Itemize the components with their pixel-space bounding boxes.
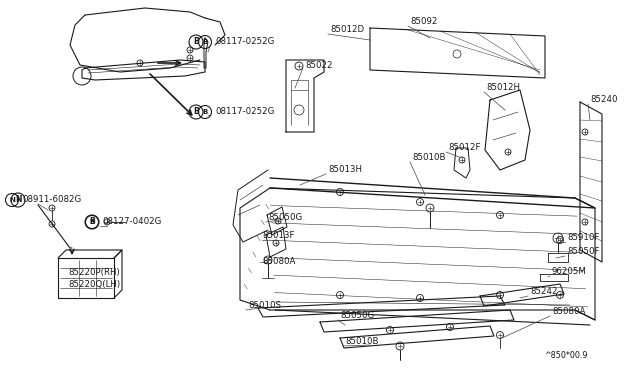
Text: B: B [193,38,199,46]
Text: 85013F: 85013F [262,231,294,241]
Text: 85240: 85240 [590,96,618,105]
Text: 85220Q(LH): 85220Q(LH) [68,279,120,289]
Text: 08911-6082G: 08911-6082G [22,196,81,205]
Text: 08117-0252G: 08117-0252G [215,38,275,46]
Text: N: N [15,196,21,205]
Text: 85220P(RH): 85220P(RH) [68,267,120,276]
Text: B: B [202,109,207,115]
Text: B: B [193,108,199,116]
Text: 85092: 85092 [410,17,437,26]
Text: 85010B: 85010B [412,154,445,163]
Text: 85013H: 85013H [328,166,362,174]
Text: 85050G: 85050G [340,311,374,321]
Text: N: N [9,197,15,203]
Text: 85010B: 85010B [345,337,378,346]
Text: 96205M: 96205M [552,267,587,276]
Text: 85910F: 85910F [567,234,600,243]
Text: 85080A: 85080A [552,308,586,317]
Text: B: B [89,218,95,227]
Text: 85022: 85022 [305,61,333,70]
Text: 85050G: 85050G [268,214,302,222]
Text: B: B [202,39,207,45]
Text: 85080A: 85080A [262,257,296,266]
Text: B: B [90,219,95,225]
Text: 85012H: 85012H [486,83,520,93]
Text: 85012F: 85012F [448,144,481,153]
Text: 85012D: 85012D [330,26,364,35]
Text: 85010S: 85010S [248,301,281,311]
Text: 85242: 85242 [530,288,557,296]
Text: 08117-0252G: 08117-0252G [215,108,275,116]
Text: 85050F: 85050F [567,247,600,257]
Text: 08127-0402G: 08127-0402G [102,218,161,227]
Text: ^850*00.9: ^850*00.9 [544,352,588,360]
